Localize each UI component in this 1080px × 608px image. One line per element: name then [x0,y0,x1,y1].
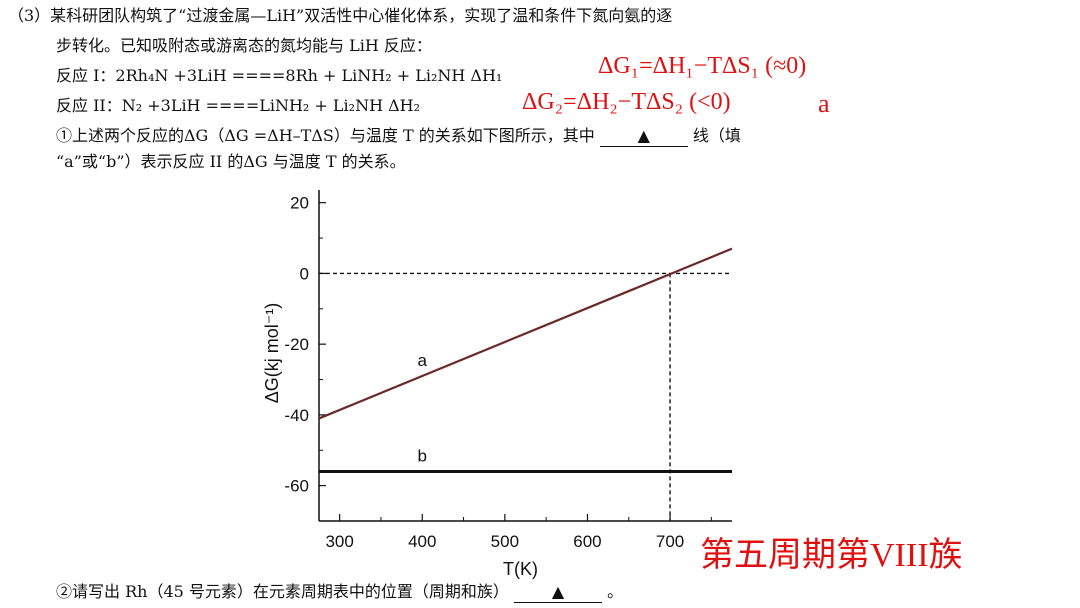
x-tick-label: 300 [325,532,353,551]
answer-blank-2: ▲ [513,582,602,603]
annotation-answer-period: 第五周期第VIII族 [700,537,963,574]
series-label-a: a [418,351,428,370]
plot-area: 20 0 -20 -40 -60 300 400 500 600 700 a b T(K) ΔG(kj m… [262,190,733,579]
series-line-a [318,247,733,420]
subquestion-2-end: 。 [607,582,624,601]
subquestion-2-text: ②请写出 Rh（45 号元素）在元素周期表中的位置（周期和族） [56,582,509,601]
delta-g-chart: 20 0 -20 -40 -60 300 400 500 600 700 a b T(K) ΔG(kj m… [262,190,733,579]
reaction-2: 反应 II：N₂ +3LiH ====LiNH₂ + Li₂NH ΔH₂ [56,96,421,115]
subquestion-1-after: 线（填 [692,126,741,145]
question-line-1: （3）某科研团队构筑了“过渡金属—LiH”双活性中心催化体系，实现了温和条件下氮… [8,6,673,25]
y-axis-title: ΔG(kj mol⁻¹) [262,303,282,404]
x-tick-label: 400 [408,532,436,551]
subquestion-2: ②请写出 Rh（45 号元素）在元素周期表中的位置（周期和族） ▲ 。 [56,582,623,603]
x-tick-label: 600 [573,532,601,551]
answer-blank-1: ▲ [599,126,688,147]
y-tick-label: -60 [284,477,309,496]
y-tick-label: -20 [284,335,309,354]
question-line-2: 步转化。已知吸附态或游离态的氮均能与 LiH 反应： [56,36,432,55]
series-label-b: b [418,446,427,465]
reaction-1: 反应 I：2Rh₄N +3LiH ====8Rh + LiNH₂ + Li₂NH… [56,66,503,85]
subquestion-1-text: ①上述两个反应的ΔG（ΔG =ΔH–TΔS）与温度 T 的关系如下图所示，其中 [56,126,595,145]
x-tick-label: 700 [656,532,684,551]
annotation-eq2: ΔG₂=ΔH₂−TΔS₂ (<0) [522,89,731,115]
y-tick-label: 20 [290,194,309,213]
annotation-eq1: ΔG₁=ΔH₁−TΔS₁ (≈0) [598,53,807,79]
x-axis-title: T(K) [503,559,538,579]
annotation-answer-a: a [818,89,830,118]
y-tick-label: -40 [284,406,309,425]
subquestion-1-line-2: “a”或“b”）表示反应 II 的ΔG 与温度 T 的关系。 [56,152,406,171]
subquestion-1: ①上述两个反应的ΔG（ΔG =ΔH–TΔS）与温度 T 的关系如下图所示，其中 … [56,126,741,147]
y-tick-label: 0 [300,264,309,283]
x-tick-label: 500 [491,532,519,551]
